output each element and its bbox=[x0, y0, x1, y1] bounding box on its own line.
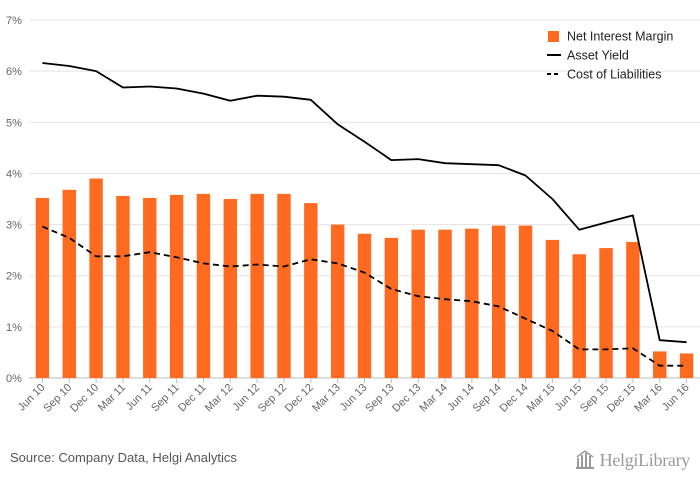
line-series bbox=[42, 62, 687, 367]
x-tick-label: Mar 16 bbox=[632, 382, 665, 415]
bar bbox=[491, 225, 506, 378]
y-tick-label: 6% bbox=[6, 66, 22, 78]
x-tick-label: Sep 10 bbox=[41, 382, 74, 415]
y-tick-label: 4% bbox=[6, 168, 22, 180]
bar bbox=[35, 197, 50, 378]
x-tick-label: Mar 13 bbox=[310, 382, 343, 415]
gridlines bbox=[29, 19, 700, 383]
bar bbox=[357, 233, 372, 378]
bar bbox=[572, 254, 586, 378]
x-tick-label: Jun 11 bbox=[124, 382, 155, 413]
y-tick-label: 3% bbox=[6, 220, 22, 232]
legend-label: Cost of Liabilities bbox=[567, 68, 662, 82]
bar bbox=[626, 241, 640, 378]
y-tick-label: 1% bbox=[6, 322, 22, 334]
x-tick-label: Mar 14 bbox=[417, 382, 450, 415]
y-tick-label: 5% bbox=[6, 117, 22, 129]
bar bbox=[62, 189, 76, 378]
x-tick-label: Sep 13 bbox=[363, 382, 396, 415]
x-tick-label: Sep 12 bbox=[256, 382, 289, 415]
brand-logo: HelgiLibrary bbox=[574, 447, 690, 473]
bar bbox=[304, 203, 318, 378]
y-tick-label: 2% bbox=[6, 271, 22, 283]
bar bbox=[223, 199, 238, 378]
bar bbox=[411, 229, 425, 378]
bar bbox=[169, 194, 184, 378]
bar bbox=[679, 353, 694, 378]
x-tick-label: Dec 10 bbox=[68, 382, 101, 415]
legend: Net Interest Margin Asset Yield Cost of Li… bbox=[547, 30, 673, 82]
bar bbox=[116, 195, 130, 378]
bar bbox=[277, 193, 291, 378]
series-line-asset-yield bbox=[42, 62, 687, 344]
bar bbox=[545, 239, 560, 378]
x-tick-label: Dec 15 bbox=[605, 382, 638, 415]
x-tick-label: Sep 14 bbox=[471, 382, 504, 415]
legend-label: Asset Yield bbox=[567, 49, 629, 63]
x-tick-label: Sep 11 bbox=[149, 382, 182, 415]
bar bbox=[196, 193, 211, 378]
x-tick-label: Sep 15 bbox=[578, 382, 611, 415]
bar bbox=[143, 197, 157, 378]
brand-name: HelgiLibrary bbox=[599, 449, 691, 470]
y-tick-label: 7% bbox=[6, 15, 22, 27]
bar bbox=[465, 228, 479, 378]
x-tick-label: Dec 11 bbox=[176, 382, 209, 415]
x-tick-label: Dec 12 bbox=[283, 382, 316, 415]
y-tick-label: 0% bbox=[6, 373, 22, 385]
library-building-icon bbox=[575, 450, 594, 469]
bar bbox=[384, 237, 399, 378]
bar bbox=[518, 225, 533, 378]
x-tick-label: Mar 15 bbox=[525, 382, 558, 415]
bar bbox=[330, 224, 345, 378]
bar bbox=[438, 229, 452, 378]
legend-swatch-bar bbox=[548, 31, 559, 42]
source-note: Source: Company Data, Helgi Analytics bbox=[10, 450, 237, 465]
x-tick-label: Dec 13 bbox=[390, 382, 423, 415]
y-axis-tick-labels: 0% 1% 2% 3% 4% 5% 6% 7% bbox=[6, 15, 22, 385]
x-tick-label: Mar 11 bbox=[96, 382, 128, 414]
x-tick-label: Dec 14 bbox=[498, 382, 531, 415]
x-tick-label: Jun 16 bbox=[660, 382, 692, 414]
x-tick-label: Mar 12 bbox=[203, 382, 236, 415]
bar bbox=[599, 248, 613, 378]
legend-label: Net Interest Margin bbox=[567, 30, 673, 44]
bar bbox=[89, 178, 103, 378]
series-line-cost-of-liabilities bbox=[42, 225, 687, 367]
bar-series-net-interest-margin bbox=[35, 178, 694, 378]
bar bbox=[250, 193, 264, 378]
